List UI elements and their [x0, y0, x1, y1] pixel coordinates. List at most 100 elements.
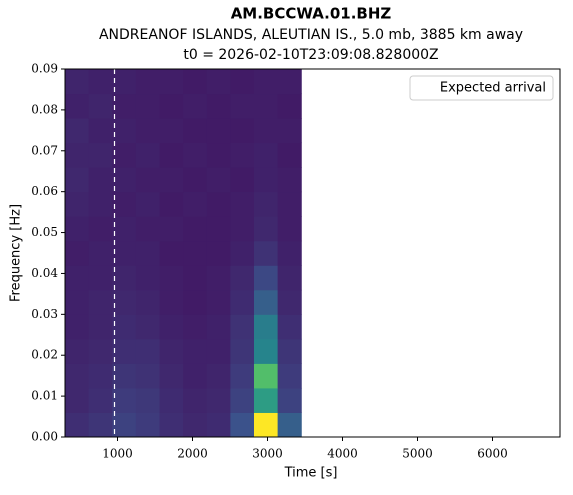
heatmap-cell [135, 69, 160, 95]
heatmap-cell [65, 69, 90, 95]
heatmap-cell [65, 265, 90, 291]
heatmap-cell [277, 93, 302, 119]
legend-label: Expected arrival [440, 81, 546, 96]
heatmap-cell [277, 265, 302, 291]
y-tick-label: 0.06 [31, 184, 58, 198]
heatmap-cell [88, 93, 113, 119]
heatmap-cell [254, 216, 279, 242]
heatmap-cell [135, 216, 160, 242]
heatmap-cell [159, 118, 184, 144]
heatmap-cell [112, 314, 137, 340]
heatmap-cell [183, 142, 208, 168]
chart-title: AM.BCCWA.01.BHZ [231, 5, 392, 23]
heatmap-cell [277, 289, 302, 315]
heatmap-cell [230, 191, 255, 217]
heatmap-cell [65, 387, 90, 413]
y-tick-label: 0.00 [31, 430, 58, 444]
heatmap-cell [254, 93, 279, 119]
heatmap-cell [254, 167, 279, 193]
heatmap-cell [159, 240, 184, 266]
heatmap-cell [159, 265, 184, 291]
heatmap-cell [135, 240, 160, 266]
heatmap-cell [277, 118, 302, 144]
heatmap-cell [183, 69, 208, 95]
heatmap-cell [135, 363, 160, 389]
heatmap-cell [230, 363, 255, 389]
heatmap-cell [277, 387, 302, 413]
heatmap-cell [206, 265, 231, 291]
heatmap-cell [135, 338, 160, 364]
heatmap-cell [254, 314, 279, 340]
heatmap-cell [112, 387, 137, 413]
heatmap-cell [277, 338, 302, 364]
heatmap-cell [112, 69, 137, 95]
heatmap-cell [277, 191, 302, 217]
heatmap-cell [183, 412, 208, 438]
heatmap-cell [65, 314, 90, 340]
heatmap-cell [159, 338, 184, 364]
heatmap-cell [230, 167, 255, 193]
heatmap-cell [135, 387, 160, 413]
heatmap-cell [206, 240, 231, 266]
heatmap-cell [230, 265, 255, 291]
heatmap [65, 69, 302, 438]
y-tick-label: 0.03 [31, 307, 58, 321]
y-tick-label: 0.05 [31, 225, 58, 239]
y-axis-label: Frequency [Hz] [9, 204, 24, 302]
heatmap-cell [88, 338, 113, 364]
heatmap-cell [206, 387, 231, 413]
heatmap-cell [112, 191, 137, 217]
heatmap-cell [88, 314, 113, 340]
heatmap-cell [112, 216, 137, 242]
heatmap-cell [277, 167, 302, 193]
heatmap-cell [65, 93, 90, 119]
heatmap-cell [112, 167, 137, 193]
heatmap-cell [230, 338, 255, 364]
heatmap-cell [230, 289, 255, 315]
heatmap-cell [88, 118, 113, 144]
heatmap-cell [206, 167, 231, 193]
heatmap-cell [277, 314, 302, 340]
heatmap-cell [65, 412, 90, 438]
heatmap-cell [206, 191, 231, 217]
heatmap-cell [206, 363, 231, 389]
heatmap-cell [88, 191, 113, 217]
heatmap-cell [159, 69, 184, 95]
heatmap-cell [183, 314, 208, 340]
x-axis-label: Time [s] [284, 466, 338, 481]
chart-subtitle: ANDREANOF ISLANDS, ALEUTIAN IS., 5.0 mb,… [99, 27, 523, 43]
heatmap-cell [88, 363, 113, 389]
heatmap-cell [206, 289, 231, 315]
heatmap-cell [254, 289, 279, 315]
heatmap-cell [135, 142, 160, 168]
heatmap-cell [159, 216, 184, 242]
heatmap-cell [159, 93, 184, 119]
heatmap-cell [254, 69, 279, 95]
heatmap-cell [112, 265, 137, 291]
heatmap-cell [65, 363, 90, 389]
heatmap-cell [254, 338, 279, 364]
heatmap-cell [135, 191, 160, 217]
plot-frame [64, 68, 561, 438]
heatmap-cell [230, 216, 255, 242]
heatmap-cell [277, 240, 302, 266]
heatmap-cell [159, 412, 184, 438]
overlay: 1000 2000 3000 4000 5000 6000 0.00 0.01 0.02 0.03… [31, 62, 561, 461]
heatmap-cell [88, 289, 113, 315]
heatmap-cell [230, 93, 255, 119]
heatmap-cell [65, 118, 90, 144]
y-tick-label: 0.02 [31, 348, 58, 362]
heatmap-cell [88, 142, 113, 168]
heatmap-cell [112, 412, 137, 438]
heatmap-cell [254, 387, 279, 413]
heatmap-cell [112, 93, 137, 119]
heatmap-cell [183, 191, 208, 217]
heatmap-cell [65, 167, 90, 193]
heatmap-cell [230, 314, 255, 340]
x-tick-label: 4000 [327, 447, 358, 461]
heatmap-cell [112, 118, 137, 144]
heatmap-cell [277, 142, 302, 168]
heatmap-cell [206, 142, 231, 168]
x-tick-label: 3000 [252, 447, 283, 461]
